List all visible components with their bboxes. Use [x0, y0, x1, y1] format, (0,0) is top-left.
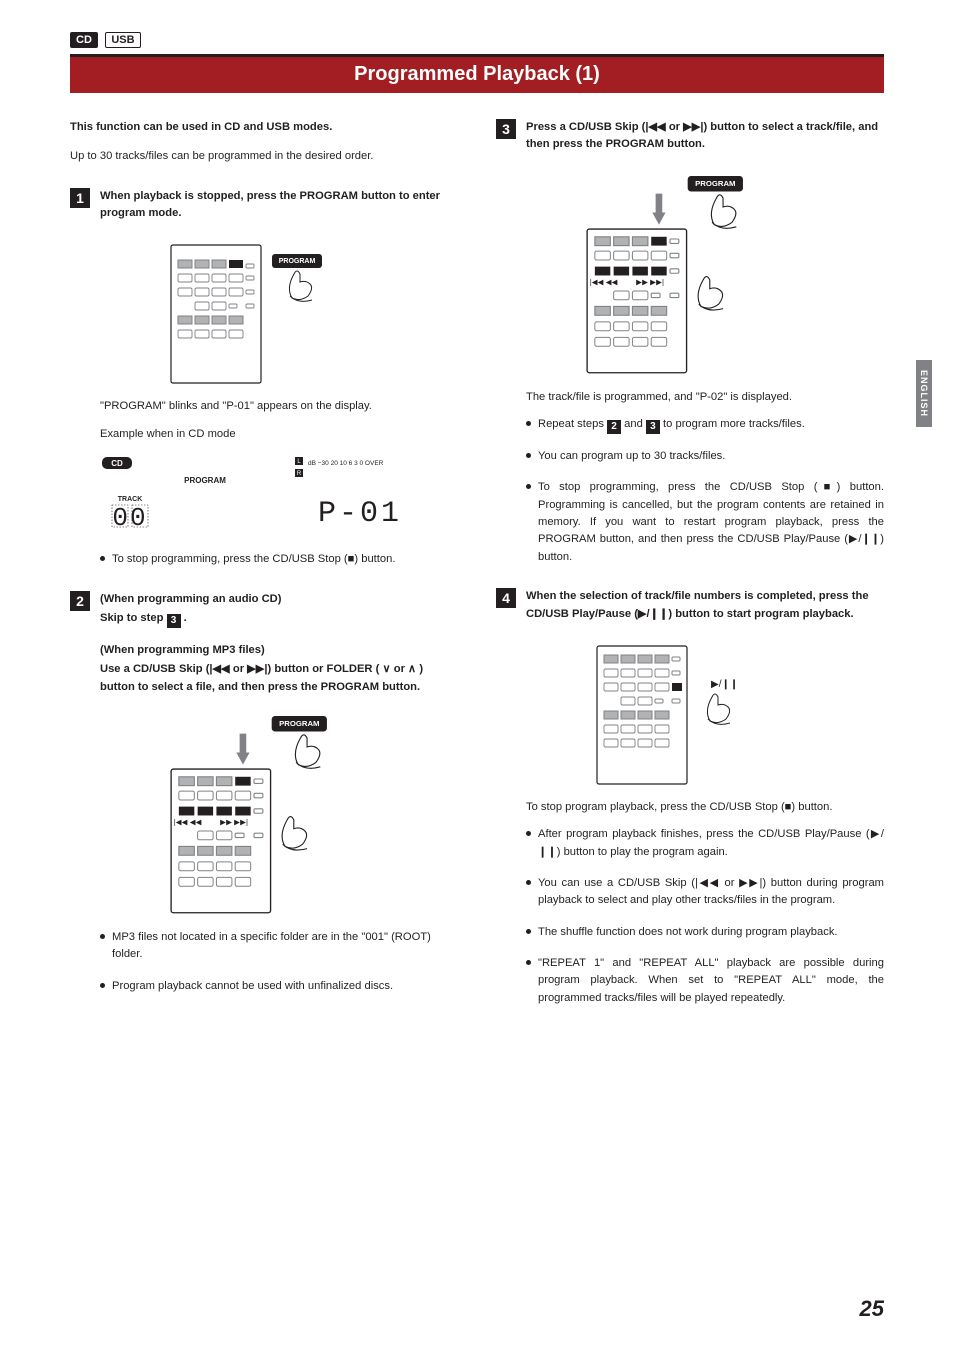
- step-2-line1: (When programming an audio CD): [100, 591, 458, 608]
- svg-text:dB −30 20 10 6 3: dB −30 20 10 6 3 0 OVER: [308, 460, 384, 467]
- step-1: 1 When playback is stopped, press the PR…: [70, 188, 458, 235]
- svg-text:PROGRAM: PROGRAM: [695, 179, 735, 188]
- page-title: Programmed Playback (1): [70, 57, 884, 93]
- language-tab: ENGLISH: [916, 360, 932, 427]
- step-3-number: 3: [496, 119, 516, 139]
- step-4-bullet-2: You can use a CD/USB Skip (|◀◀ or ▶▶|) b…: [526, 875, 884, 910]
- svg-text:▶/❙❙: ▶/❙❙: [711, 679, 738, 690]
- page-number: 25: [860, 1296, 884, 1322]
- step-4-number: 4: [496, 588, 516, 608]
- step-4-bullet-4: "REPEAT 1" and "REPEAT ALL" playback are…: [526, 955, 884, 1007]
- step-4-bullet-3: The shuffle function does not work durin…: [526, 924, 884, 941]
- step-1-title: When playback is stopped, press the PROG…: [100, 188, 458, 223]
- mode-badges: CD USB: [70, 30, 884, 48]
- remote-figure-1: PROGRAM: [170, 244, 360, 384]
- step-2-bullet-2: Program playback cannot be used with unf…: [100, 978, 458, 995]
- step-2-line3: (When programming MP3 files): [100, 642, 458, 659]
- remote-figure-4: ▶/❙❙: [596, 645, 786, 785]
- step-3-bullet-1: Repeat steps 2 and 3 to program more tra…: [526, 416, 884, 434]
- step-1-caption-2: Example when in CD mode: [100, 426, 458, 443]
- usb-badge: USB: [105, 32, 140, 48]
- svg-text:▶▶ ▶▶|: ▶▶ ▶▶|: [636, 277, 664, 286]
- svg-text:|◀◀ ◀◀: |◀◀ ◀◀: [174, 817, 203, 826]
- svg-text:P-01: P-01: [318, 497, 402, 531]
- remote-figure-2: PROGRAM |◀◀ ◀◀ ▶▶ ▶▶|: [170, 716, 380, 915]
- program-pill-text-1: PROGRAM: [279, 258, 316, 265]
- step-3-bullet-2: You can program up to 30 tracks/files.: [526, 448, 884, 465]
- step-3-bullets: Repeat steps 2 and 3 to program more tra…: [526, 416, 884, 566]
- step-1-bullet-1: To stop programming, press the CD/USB St…: [100, 551, 458, 568]
- step-2-bullets: MP3 files not located in a specific fold…: [100, 929, 458, 995]
- content-columns: This function can be used in CD and USB …: [70, 119, 884, 1021]
- step-1-caption-1: "PROGRAM" blinks and "P-01" appears on t…: [100, 398, 458, 415]
- svg-text:00: 00: [112, 503, 147, 533]
- step-3-title: Press a CD/USB Skip (|◀◀ or ▶▶|) button …: [526, 119, 884, 154]
- svg-text:▶▶ ▶▶|: ▶▶ ▶▶|: [220, 817, 248, 826]
- step-2-bullet-1: MP3 files not located in a specific fold…: [100, 929, 458, 964]
- step-1-number: 1: [70, 188, 90, 208]
- step-4-caption: To stop program playback, press the CD/U…: [526, 799, 884, 816]
- intro-bold: This function can be used in CD and USB …: [70, 119, 458, 136]
- svg-text:TRACK: TRACK: [118, 496, 143, 503]
- right-column: 3 Press a CD/USB Skip (|◀◀ or ▶▶|) butto…: [496, 119, 884, 1021]
- remote-figure-3: PROGRAM |◀◀ ◀◀ ▶▶ ▶▶|: [586, 176, 796, 375]
- step-4: 4 When the selection of track/file numbe…: [496, 588, 884, 635]
- step-4-bullets: After program playback finishes, press t…: [526, 826, 884, 1007]
- cd-badge: CD: [70, 32, 98, 48]
- step-4-title: When the selection of track/file numbers…: [526, 588, 884, 623]
- step-2-number: 2: [70, 591, 90, 611]
- left-column: This function can be used in CD and USB …: [70, 119, 458, 1021]
- step-3: 3 Press a CD/USB Skip (|◀◀ or ▶▶|) butto…: [496, 119, 884, 166]
- step-2-line4: Use a CD/USB Skip (|◀◀ or ▶▶|) button or…: [100, 661, 458, 696]
- svg-text:|◀◀ ◀◀: |◀◀ ◀◀: [590, 277, 619, 286]
- step-2: 2 (When programming an audio CD) Skip to…: [70, 591, 458, 706]
- step-1-bullets: To stop programming, press the CD/USB St…: [100, 551, 458, 568]
- step-3-caption: The track/file is programmed, and "P-02"…: [526, 389, 884, 406]
- svg-text:PROGRAM: PROGRAM: [184, 476, 226, 485]
- lcd-figure: CD PROGRAM TRACK 00 L R dB −30 20 10 6 3…: [100, 453, 440, 533]
- intro-text: Up to 30 tracks/files can be programmed …: [70, 148, 458, 165]
- svg-text:R: R: [297, 471, 302, 477]
- svg-text:PROGRAM: PROGRAM: [279, 719, 319, 728]
- svg-text:CD: CD: [111, 459, 123, 468]
- step-2-line2: Skip to step 3 .: [100, 610, 458, 628]
- step-4-bullet-1: After program playback finishes, press t…: [526, 826, 884, 861]
- step-3-bullet-3: To stop programming, press the CD/USB St…: [526, 479, 884, 566]
